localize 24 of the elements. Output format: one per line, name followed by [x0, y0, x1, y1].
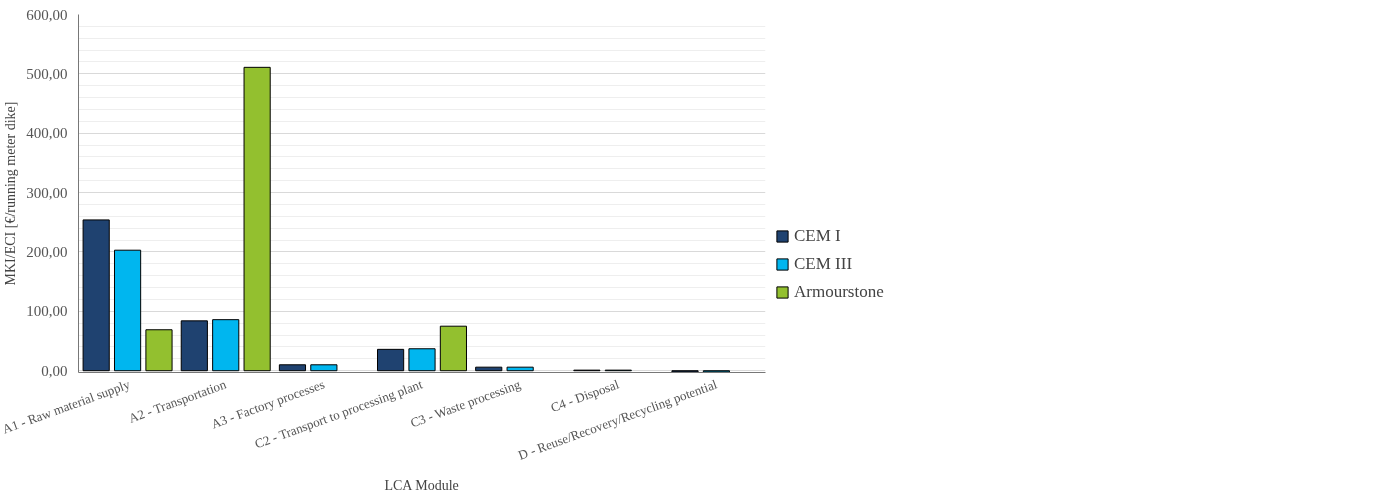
bar [439, 325, 467, 372]
y-tick-label: 300,00 [26, 184, 68, 201]
legend-label: CEM I [794, 226, 841, 246]
legend-label: Armourstone [794, 282, 884, 302]
bar [145, 329, 173, 372]
y-tick-label: 200,00 [26, 243, 68, 260]
bar [212, 319, 240, 372]
y-tick-label: 500,00 [26, 65, 68, 82]
x-axis-title: LCA Module [384, 477, 459, 493]
bar [408, 348, 436, 372]
bar [377, 348, 405, 372]
bar [113, 249, 142, 372]
y-axis-title: MKI/ECI [€/running meter dike] [3, 101, 19, 286]
y-tick-label: 0,00 [41, 362, 68, 379]
bar [506, 366, 534, 372]
y-tick-label: 600,00 [26, 6, 68, 23]
bar [180, 320, 208, 372]
bar [310, 364, 338, 372]
bar [243, 66, 271, 372]
y-tick-label: 100,00 [26, 303, 68, 320]
y-tick-label: 400,00 [26, 125, 68, 142]
bar [278, 364, 307, 372]
legend-label: CEM III [794, 254, 853, 274]
bar [82, 219, 110, 372]
